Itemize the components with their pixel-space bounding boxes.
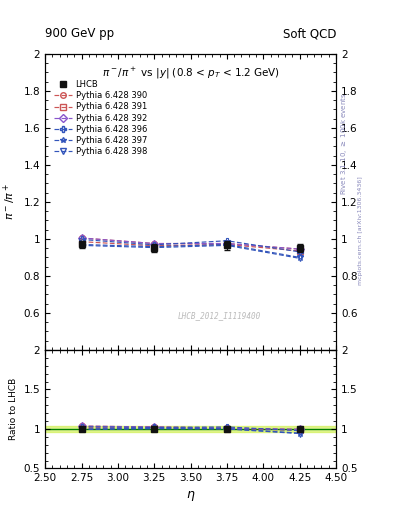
Pythia 6.428 391 xyxy=(79,239,84,245)
Text: $\pi^-/\pi^+$ vs $|y|$ (0.8 < $p_T$ < 1.2 GeV): $\pi^-/\pi^+$ vs $|y|$ (0.8 < $p_T$ < 1.… xyxy=(102,66,279,81)
Legend: LHCB, Pythia 6.428 390, Pythia 6.428 391, Pythia 6.428 392, Pythia 6.428 396, Py: LHCB, Pythia 6.428 390, Pythia 6.428 391… xyxy=(52,79,149,158)
Y-axis label: Ratio to LHCB: Ratio to LHCB xyxy=(9,378,18,440)
Text: LHCB_2012_I1119400: LHCB_2012_I1119400 xyxy=(178,311,261,321)
Pythia 6.428 391 xyxy=(225,241,230,247)
Pythia 6.428 396 xyxy=(297,249,302,255)
Pythia 6.428 390 xyxy=(79,235,84,241)
Pythia 6.428 392 xyxy=(79,235,84,241)
Pythia 6.428 397 xyxy=(152,244,156,250)
Text: Rivet 3.1.10, $\geq$ 100k events: Rivet 3.1.10, $\geq$ 100k events xyxy=(339,92,349,195)
Pythia 6.428 396 xyxy=(79,237,84,243)
Y-axis label: $\pi^-/\pi^+$: $\pi^-/\pi^+$ xyxy=(2,183,18,221)
Text: 900 GeV pp: 900 GeV pp xyxy=(45,28,114,40)
Pythia 6.428 398 xyxy=(297,255,302,262)
Bar xyxy=(45,426,336,432)
Pythia 6.428 397 xyxy=(225,241,230,247)
Pythia 6.428 396 xyxy=(225,238,230,244)
Text: Soft QCD: Soft QCD xyxy=(283,28,336,40)
Pythia 6.428 391 xyxy=(152,243,156,249)
Pythia 6.428 390 xyxy=(152,241,156,247)
Pythia 6.428 397 xyxy=(79,241,84,247)
Pythia 6.428 398 xyxy=(225,242,230,248)
Pythia 6.428 398 xyxy=(79,242,84,248)
Line: Pythia 6.428 397: Pythia 6.428 397 xyxy=(79,241,303,261)
Line: Pythia 6.428 391: Pythia 6.428 391 xyxy=(79,239,303,254)
Text: mcplots.cern.ch [arXiv:1306.3436]: mcplots.cern.ch [arXiv:1306.3436] xyxy=(358,176,363,285)
Pythia 6.428 396 xyxy=(152,242,156,248)
Pythia 6.428 392 xyxy=(297,246,302,252)
Pythia 6.428 391 xyxy=(297,248,302,254)
Line: Pythia 6.428 392: Pythia 6.428 392 xyxy=(79,235,303,252)
Line: Pythia 6.428 390: Pythia 6.428 390 xyxy=(79,235,303,252)
X-axis label: $\eta$: $\eta$ xyxy=(186,489,195,503)
Pythia 6.428 398 xyxy=(152,245,156,251)
Line: Pythia 6.428 398: Pythia 6.428 398 xyxy=(79,242,303,262)
Pythia 6.428 392 xyxy=(225,241,230,247)
Line: Pythia 6.428 396: Pythia 6.428 396 xyxy=(79,237,303,255)
Pythia 6.428 392 xyxy=(152,241,156,247)
Pythia 6.428 397 xyxy=(297,254,302,261)
Pythia 6.428 390 xyxy=(225,241,230,247)
Pythia 6.428 390 xyxy=(297,246,302,252)
